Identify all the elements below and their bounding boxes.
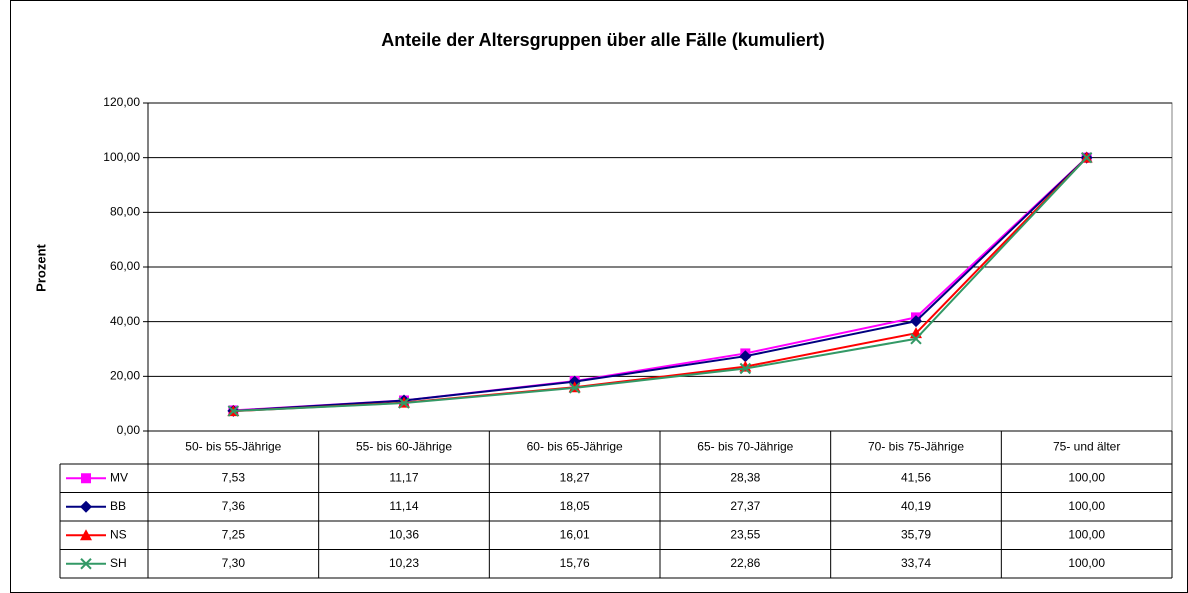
table-value: 15,76 [560,556,590,570]
y-tick-label: 100,00 [103,150,140,164]
x-tick-label: 50- bis 55-Jährige [185,440,281,454]
x-tick-label: 70- bis 75-Jährige [868,440,964,454]
y-axis-label: Prozent [33,243,48,291]
x-tick-label: 75- und älter [1053,440,1120,454]
table-value: 10,23 [389,556,419,570]
table-value: 7,25 [222,527,246,541]
series-line [233,156,1088,412]
y-tick-label: 80,00 [110,205,140,219]
marker [739,350,752,363]
table-value: 22,86 [730,556,760,570]
table-value: 100,00 [1068,499,1105,513]
legend-label: NS [110,527,127,541]
x-tick-label: 60- bis 65-Jährige [527,440,623,454]
legend-label: SH [110,556,127,570]
table-value: 100,00 [1068,556,1105,570]
table-value: 7,53 [222,470,246,484]
legend-marker [80,558,92,570]
series-line [233,156,1088,413]
table-value: 11,17 [389,470,418,484]
y-tick-label: 60,00 [110,259,140,273]
y-tick-label: 120,00 [103,95,140,109]
marker [398,397,410,409]
table-value: 35,79 [901,527,931,541]
table-value: 18,27 [560,470,590,484]
x-tick-label: 55- bis 60-Jährige [356,440,452,454]
table-value: 41,56 [901,470,931,484]
legend-marker [81,473,91,484]
table-value: 11,14 [389,499,418,513]
table-value: 16,01 [560,527,590,541]
marker [568,382,581,394]
table-value: 33,74 [901,556,931,570]
table-value: 23,55 [730,527,760,541]
marker [739,362,752,375]
marker [1080,151,1093,164]
table-value: 10,36 [389,527,419,541]
table-value: 100,00 [1068,527,1105,541]
chart-title: Anteile der Altersgruppen über alle Fäll… [381,30,824,50]
legend-marker [80,500,92,513]
legend-label: BB [110,499,126,513]
y-tick-label: 0,00 [117,423,141,437]
legend-marker [80,529,92,541]
table-value: 100,00 [1068,470,1105,484]
x-tick-label: 65- bis 70-Jährige [697,440,793,454]
y-tick-label: 20,00 [110,369,140,383]
table-value: 28,38 [730,470,760,484]
table-value: 27,37 [730,499,760,513]
table-value: 7,36 [222,499,246,513]
marker [910,333,922,345]
table-value: 40,19 [901,499,931,513]
marker [910,315,922,328]
table-value: 7,30 [222,556,246,570]
marker [227,405,240,417]
legend-label: MV [110,470,128,484]
table-value: 18,05 [560,499,590,513]
y-tick-label: 40,00 [110,314,140,328]
